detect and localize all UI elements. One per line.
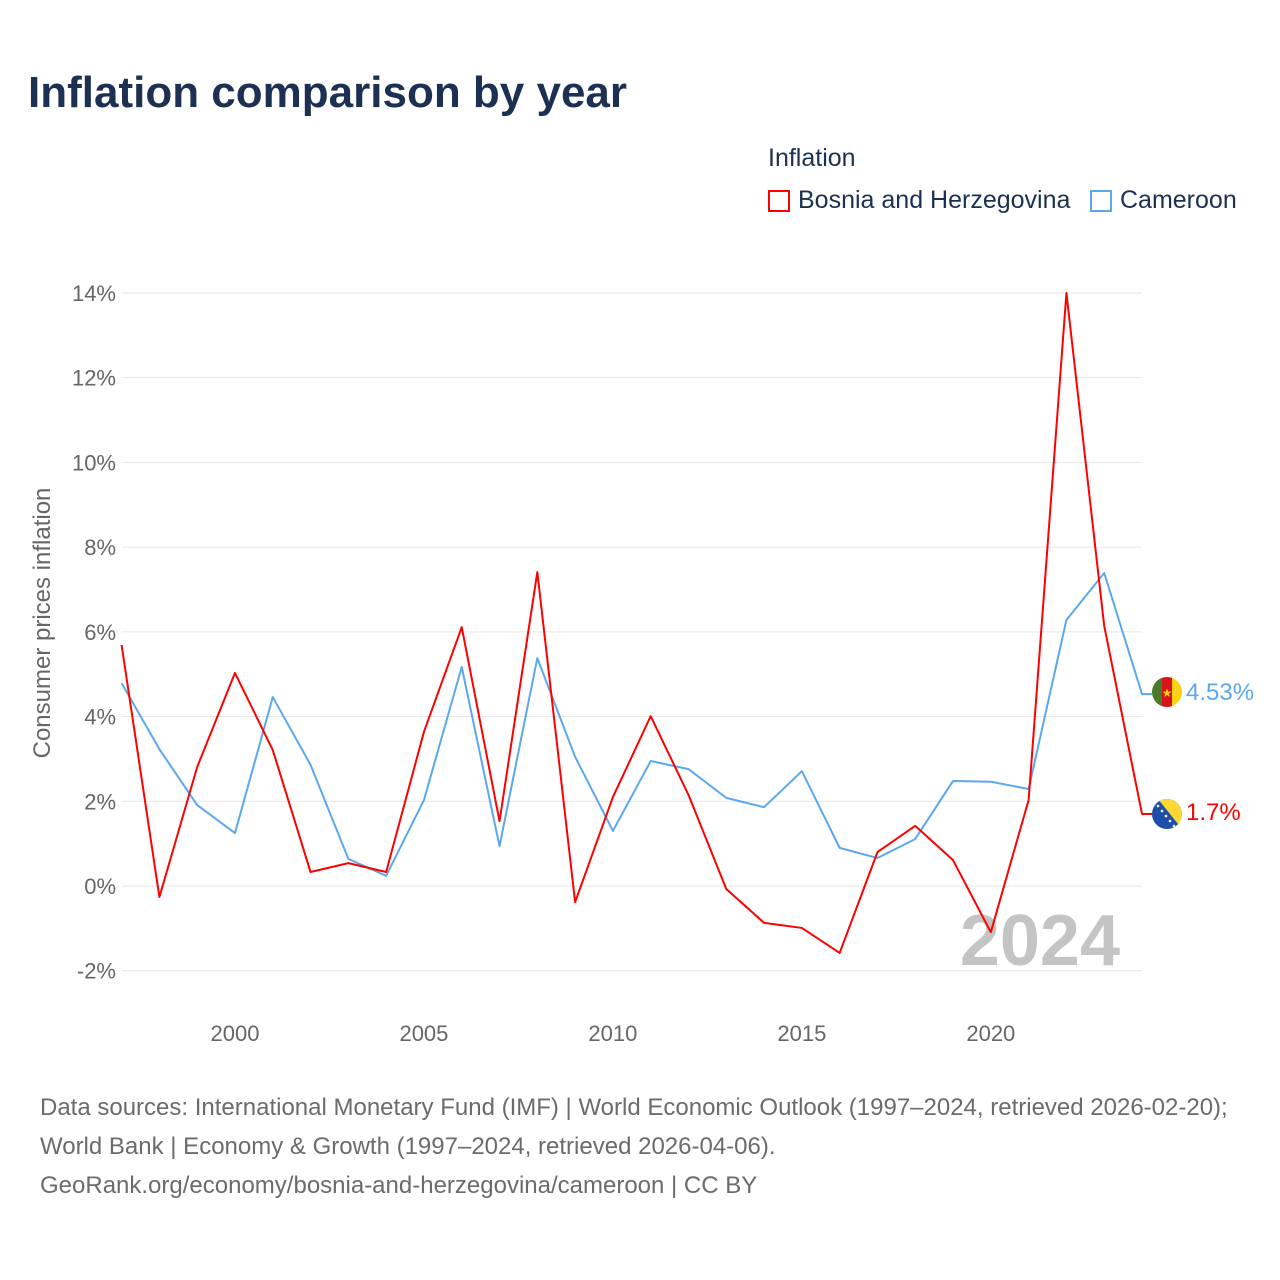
series-line-cameroon bbox=[120, 571, 1152, 877]
source-link[interactable]: GeoRank.org/economy/bosnia-and-herzegovi… bbox=[40, 1172, 758, 1199]
series-line-bosnia bbox=[120, 291, 1152, 954]
svg-text:★: ★ bbox=[1162, 686, 1173, 700]
y-tick-label: 0% bbox=[84, 874, 116, 899]
bosnia-end-label: 1.7% bbox=[1186, 799, 1241, 826]
cameroon-flag-icon: ★ bbox=[1152, 677, 1182, 707]
y-tick-label: 6% bbox=[84, 620, 116, 645]
year-watermark: 2024 bbox=[960, 901, 1120, 981]
legend-swatch bbox=[768, 189, 790, 212]
cameroon-end-label: 4.53% bbox=[1186, 679, 1254, 706]
y-tick-label: -2% bbox=[77, 959, 116, 984]
legend-item-bosnia[interactable]: Bosnia and Herzegovina bbox=[768, 186, 1070, 215]
footer: Data sources: International Monetary Fun… bbox=[40, 1088, 1250, 1205]
y-tick-label: 12% bbox=[72, 366, 116, 391]
y-tick-label: 8% bbox=[84, 535, 116, 560]
y-tick-label: 14% bbox=[72, 281, 116, 306]
x-tick-label: 2015 bbox=[777, 1021, 826, 1046]
legend-label: Cameroon bbox=[1120, 186, 1237, 214]
data-sources: Data sources: International Monetary Fun… bbox=[40, 1094, 1228, 1160]
y-axis-label: Consumer prices inflation bbox=[29, 488, 56, 759]
line-chart: -2% 0% 2% 4% 6% 8% 10% 12% 14% 2000 2005 2010 2015 20… bbox=[29, 281, 1254, 1046]
legend-title: Inflation bbox=[768, 144, 856, 172]
legend-swatch bbox=[1090, 189, 1112, 212]
x-tick-label: 2010 bbox=[588, 1021, 637, 1046]
legend-label: Bosnia and Herzegovina bbox=[798, 186, 1071, 214]
x-tick-label: 2005 bbox=[399, 1021, 448, 1046]
y-tick-label: 2% bbox=[84, 789, 116, 814]
bosnia-flag-icon bbox=[1152, 799, 1182, 829]
y-tick-label: 10% bbox=[72, 450, 116, 475]
legend-item-cameroon[interactable]: Cameroon bbox=[1090, 186, 1237, 215]
x-tick-label: 2020 bbox=[966, 1021, 1015, 1046]
x-tick-label: 2000 bbox=[211, 1021, 260, 1046]
chart-title: Inflation comparison by year bbox=[28, 68, 628, 117]
y-tick-label: 4% bbox=[84, 705, 116, 730]
